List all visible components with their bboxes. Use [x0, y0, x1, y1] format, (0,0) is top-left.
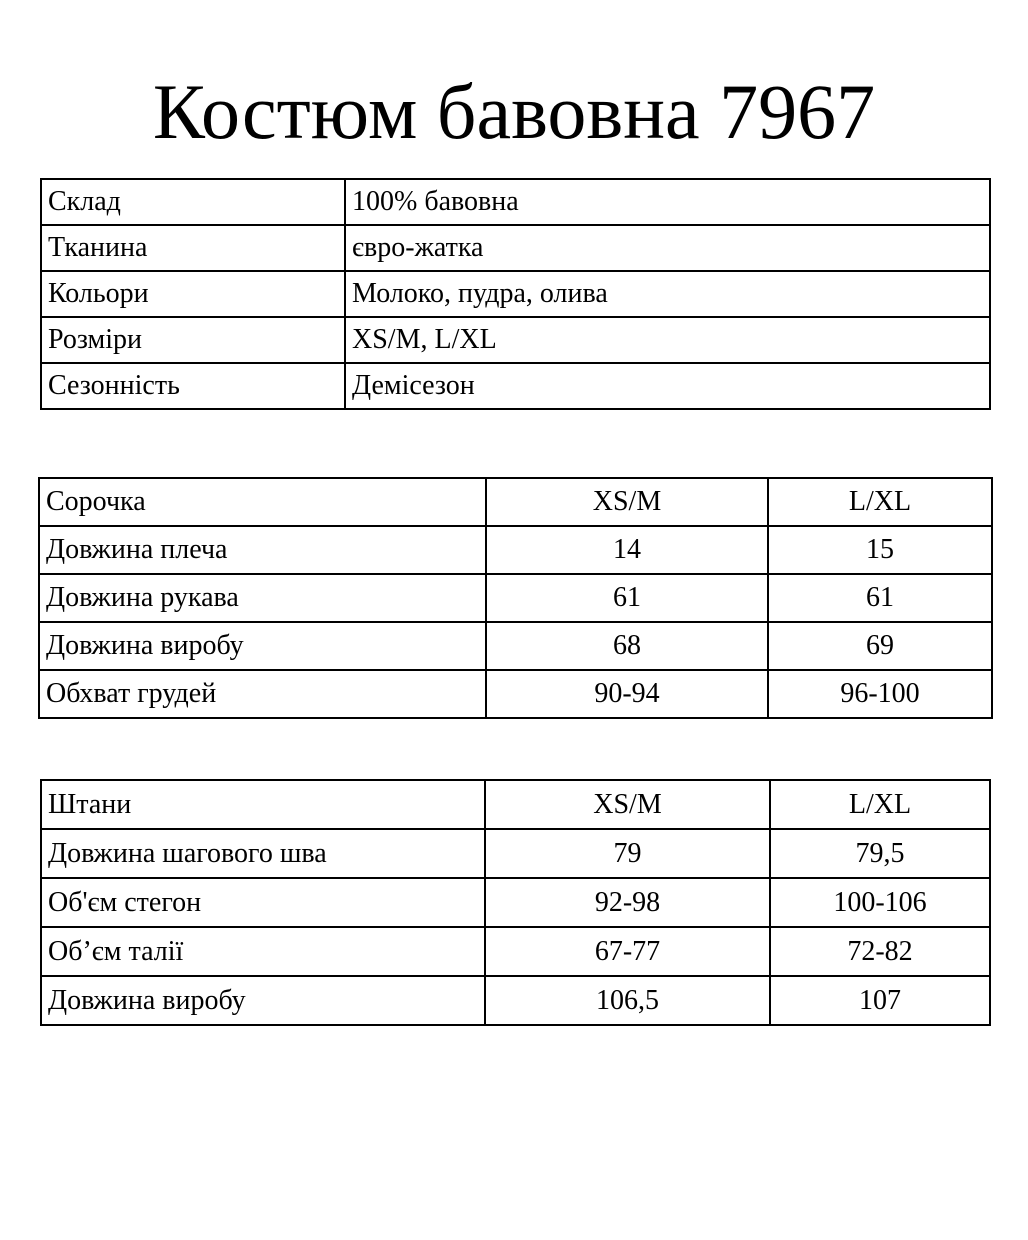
size-value: 90-94 — [485, 669, 769, 719]
row-label: Розміри — [40, 316, 346, 364]
measurement-label: Довжина плеча — [38, 525, 487, 575]
size-value: 69 — [767, 621, 993, 671]
shirt-size-table: Сорочка XS/M L/XL Довжина плеча 14 15 Довжина … — [38, 477, 993, 719]
table-title: Штани — [40, 779, 486, 830]
size-value: 68 — [485, 621, 769, 671]
table-row: Склад 100% бавовна — [40, 178, 991, 226]
table-title: Сорочка — [38, 477, 487, 527]
size-value: 79,5 — [769, 828, 991, 879]
table-row: Довжина плеча 14 15 — [38, 525, 993, 575]
column-header: XS/M — [484, 779, 771, 830]
table-row: Об’єм талії 67-77 72-82 — [40, 926, 991, 977]
size-value: 96-100 — [767, 669, 993, 719]
table-row: Об'єм стегон 92-98 100-106 — [40, 877, 991, 928]
measurement-label: Довжина рукава — [38, 573, 487, 623]
size-value: 14 — [485, 525, 769, 575]
size-value: 15 — [767, 525, 993, 575]
table-row: Довжина рукава 61 61 — [38, 573, 993, 623]
measurement-label: Довжина виробу — [38, 621, 487, 671]
pants-size-table: Штани XS/M L/XL Довжина шагового шва 79 79,5 О… — [40, 779, 991, 1026]
row-value: євро-жатка — [344, 224, 991, 272]
column-header: L/XL — [769, 779, 991, 830]
page-title: Костюм бавовна 7967 — [152, 68, 876, 155]
size-value: 106,5 — [484, 975, 771, 1026]
table-row: Довжина виробу 68 69 — [38, 621, 993, 671]
column-header: XS/M — [485, 477, 769, 527]
measurement-label: Обхват грудей — [38, 669, 487, 719]
row-label: Сезонність — [40, 362, 346, 410]
table-row: Довжина виробу 106,5 107 — [40, 975, 991, 1026]
size-value: 61 — [485, 573, 769, 623]
size-value: 92-98 — [484, 877, 771, 928]
size-value: 72-82 — [769, 926, 991, 977]
info-table: Склад 100% бавовна Тканина євро-жатка Кольор… — [40, 178, 991, 410]
row-value: XS/M, L/XL — [344, 316, 991, 364]
table-row: Кольори Молоко, пудра, олива — [40, 270, 991, 318]
measurement-label: Довжина виробу — [40, 975, 486, 1026]
size-value: 79 — [484, 828, 771, 879]
size-value: 107 — [769, 975, 991, 1026]
row-value: 100% бавовна — [344, 178, 991, 226]
size-value: 100-106 — [769, 877, 991, 928]
measurement-label: Довжина шагового шва — [40, 828, 486, 879]
table-row: Сезонність Демісезон — [40, 362, 991, 410]
table-header-row: Сорочка XS/M L/XL — [38, 477, 993, 527]
column-header: L/XL — [767, 477, 993, 527]
row-value: Демісезон — [344, 362, 991, 410]
row-label: Кольори — [40, 270, 346, 318]
table-header-row: Штани XS/M L/XL — [40, 779, 991, 830]
size-value: 67-77 — [484, 926, 771, 977]
table-row: Розміри XS/M, L/XL — [40, 316, 991, 364]
row-label: Тканина — [40, 224, 346, 272]
measurement-label: Об’єм талії — [40, 926, 486, 977]
size-value: 61 — [767, 573, 993, 623]
table-row: Обхват грудей 90-94 96-100 — [38, 669, 993, 719]
row-label: Склад — [40, 178, 346, 226]
measurement-label: Об'єм стегон — [40, 877, 486, 928]
table-row: Довжина шагового шва 79 79,5 — [40, 828, 991, 879]
row-value: Молоко, пудра, олива — [344, 270, 991, 318]
table-row: Тканина євро-жатка — [40, 224, 991, 272]
